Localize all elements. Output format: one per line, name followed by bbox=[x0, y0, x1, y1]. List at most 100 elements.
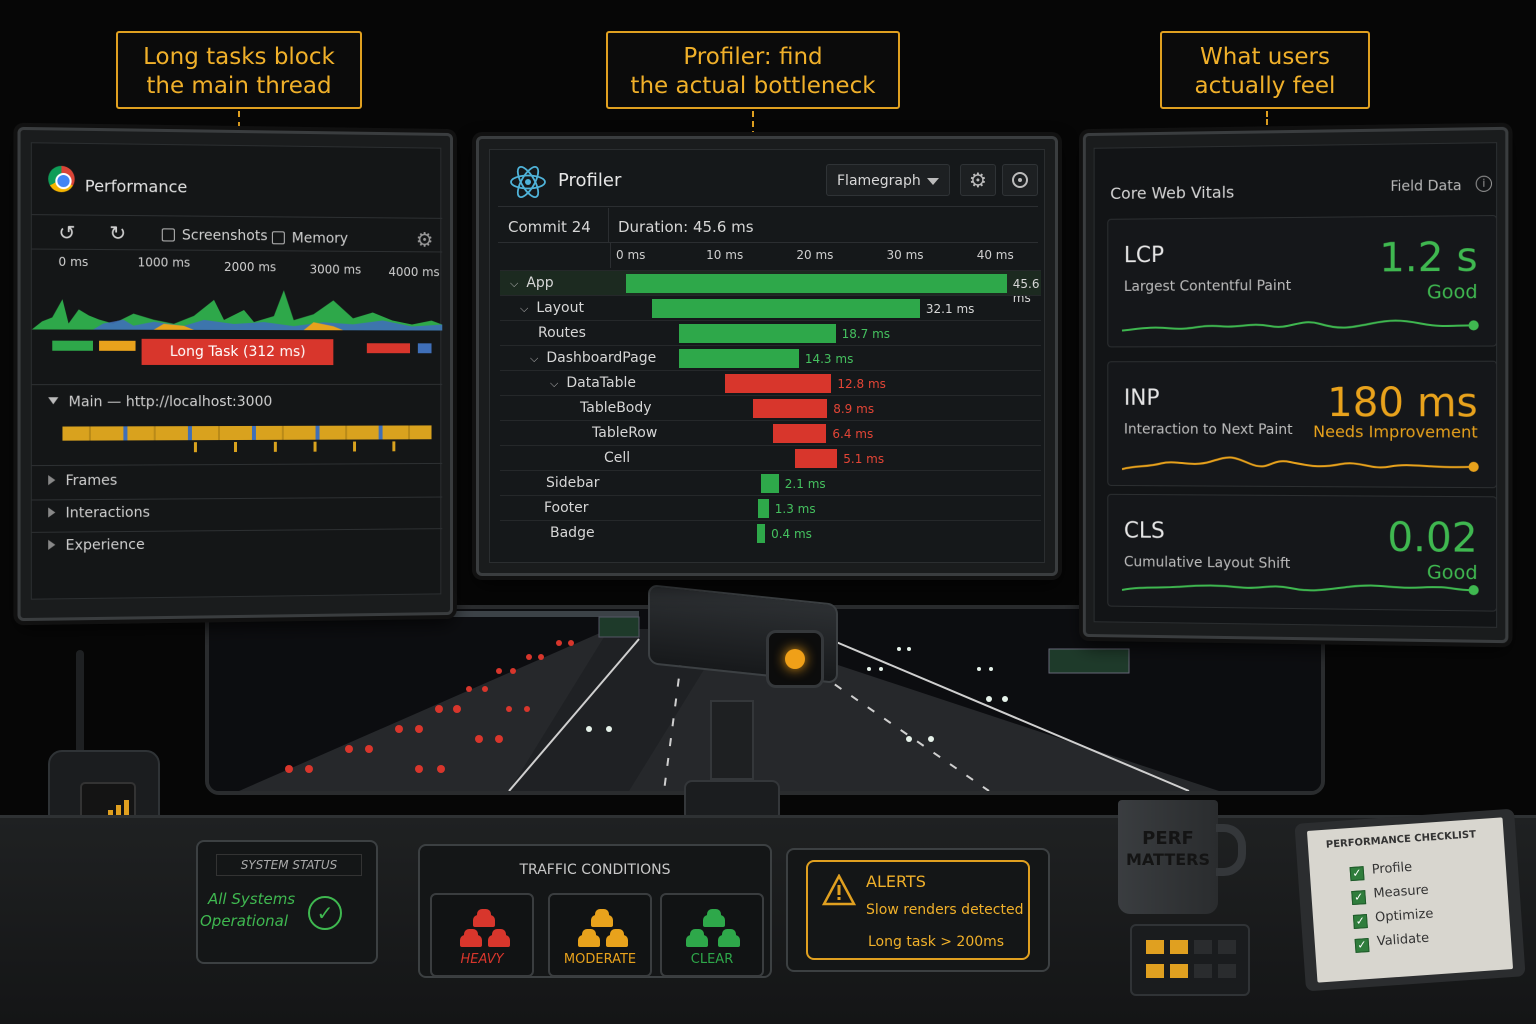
track-label: Experience bbox=[65, 536, 145, 554]
metric-description: Interaction to Next Paint bbox=[1123, 421, 1293, 438]
system-status-title: SYSTEM STATUS bbox=[216, 854, 362, 876]
profiler-row[interactable]: ⌵ DataTable 12.8 ms bbox=[500, 370, 1041, 395]
checklist-item: ✓ Measure bbox=[1351, 883, 1429, 906]
component-name: ⌵ DataTable bbox=[550, 375, 636, 391]
alerts-box: ALERTS Slow renders detected Long task >… bbox=[786, 848, 1050, 972]
field-data-label: Field Data bbox=[1390, 177, 1462, 195]
profiler-row[interactable]: TableRow 6.4 ms bbox=[500, 420, 1041, 445]
flame-bar[interactable] bbox=[679, 349, 799, 368]
car-icon bbox=[460, 929, 482, 947]
checkbox-checked-icon: ✓ bbox=[1349, 866, 1365, 882]
flame-bar[interactable] bbox=[626, 274, 1007, 293]
pad-button[interactable] bbox=[1170, 940, 1188, 954]
record-button[interactable] bbox=[1002, 164, 1038, 196]
summary-blue-segment bbox=[417, 343, 432, 354]
car-icon bbox=[606, 929, 628, 947]
flame-bar[interactable] bbox=[679, 324, 836, 343]
track-label: Frames bbox=[65, 472, 118, 490]
profiler-rows: ⌵ App 45.6 ms ⌵ Layout 32.1 ms Routes 18.7 ms ⌵ D… bbox=[480, 270, 1041, 550]
callout-profiler: Profiler: find the actual bottleneck bbox=[606, 31, 900, 109]
flame-bar[interactable] bbox=[724, 374, 832, 393]
settings-button[interactable]: ⚙ bbox=[960, 164, 996, 196]
react-icon bbox=[510, 166, 546, 198]
check-circle-icon: ✓ bbox=[308, 896, 342, 930]
flame-bar[interactable] bbox=[651, 299, 920, 318]
traffic-title: TRAFFIC CONDITIONS bbox=[519, 862, 671, 878]
memory-checkbox[interactable]: Memory bbox=[271, 230, 349, 247]
component-label: Cell bbox=[604, 450, 631, 466]
reload-icon[interactable]: ↺ bbox=[58, 220, 76, 245]
flame-bar[interactable] bbox=[761, 474, 779, 493]
settings-gear-icon[interactable]: ⚙ bbox=[415, 227, 434, 252]
checklist-label: Optimize bbox=[1374, 906, 1434, 926]
axis-tick: 30 ms bbox=[886, 248, 924, 262]
timeline-tick: 2000 ms bbox=[224, 259, 277, 275]
callout-connector bbox=[752, 111, 754, 137]
flame-bar[interactable] bbox=[772, 424, 827, 443]
duration-value: 32.1 ms bbox=[925, 302, 975, 316]
timeline-tick: 1000 ms bbox=[137, 255, 191, 270]
pad-button[interactable] bbox=[1146, 964, 1164, 978]
component-label: App bbox=[526, 275, 554, 291]
flame-bar[interactable] bbox=[794, 449, 838, 468]
pad-button[interactable] bbox=[1170, 964, 1188, 978]
traffic-label: HEAVY bbox=[460, 952, 504, 967]
track-interactions[interactable]: Interactions bbox=[48, 505, 150, 522]
duration-value: 1.3 ms bbox=[774, 502, 816, 516]
car-icon bbox=[718, 929, 740, 947]
profiler-row[interactable]: Cell 5.1 ms bbox=[500, 445, 1041, 470]
profiler-row[interactable]: TableBody 8.9 ms bbox=[500, 395, 1041, 420]
metric-sparkline bbox=[1122, 453, 1479, 477]
profiler-row[interactable]: ⌵ Layout 32.1 ms bbox=[500, 295, 1041, 320]
flamegraph-select[interactable]: Flamegraph bbox=[826, 164, 950, 196]
component-label: Layout bbox=[536, 300, 584, 316]
profiler-row[interactable]: Sidebar 2.1 ms bbox=[500, 470, 1041, 495]
callout-line: the actual bottleneck bbox=[630, 73, 876, 99]
callout-connector bbox=[1266, 111, 1268, 141]
timeline-tick: 4000 ms bbox=[388, 264, 440, 280]
pad-button[interactable] bbox=[1218, 940, 1236, 954]
metric-sparkline bbox=[1122, 574, 1479, 600]
flame-bar[interactable] bbox=[757, 499, 769, 518]
car-icon bbox=[703, 909, 725, 927]
duration-value: 2.1 ms bbox=[784, 477, 826, 491]
vitals-panel: Core Web Vitals Field Data i LCP Largest … bbox=[1082, 126, 1509, 644]
alert-item: Slow renders detected bbox=[866, 902, 1024, 918]
pad-button[interactable] bbox=[1218, 964, 1236, 978]
pad-button[interactable] bbox=[1194, 964, 1212, 978]
control-console: SYSTEM STATUS All Systems Operational ✓ … bbox=[0, 800, 1536, 1024]
main-thread-track[interactable]: Main — http://localhost:3000 bbox=[48, 394, 272, 410]
button-pad bbox=[1130, 924, 1250, 996]
callout-long-tasks: Long tasks block the main thread bbox=[116, 31, 362, 109]
track-frames[interactable]: Frames bbox=[48, 473, 117, 490]
metric-description: Largest Contentful Paint bbox=[1123, 278, 1292, 295]
screenshots-checkbox[interactable]: Screenshots bbox=[161, 227, 268, 244]
profiler-row[interactable]: Badge 0.4 ms bbox=[500, 520, 1041, 545]
system-status-box: SYSTEM STATUS All Systems Operational ✓ bbox=[196, 840, 378, 964]
pad-button[interactable] bbox=[1194, 940, 1212, 954]
memory-label: Memory bbox=[291, 230, 349, 247]
component-name: Footer bbox=[544, 500, 589, 516]
refresh-icon[interactable]: ↻ bbox=[109, 220, 127, 246]
track-experience[interactable]: Experience bbox=[48, 537, 145, 554]
pad-button[interactable] bbox=[1146, 940, 1164, 954]
component-name: TableBody bbox=[580, 400, 652, 416]
flame-bar[interactable] bbox=[757, 524, 766, 543]
info-icon[interactable]: i bbox=[1475, 175, 1493, 192]
component-label: DataTable bbox=[566, 375, 636, 391]
long-task-bar[interactable]: Long Task (312 ms) bbox=[141, 338, 334, 366]
flame-bar[interactable] bbox=[752, 399, 828, 418]
traffic-conditions-box: TRAFFIC CONDITIONS HEAVY MODERATE CLEAR bbox=[418, 844, 772, 978]
panel-title: Performance bbox=[84, 176, 188, 197]
axis-tick: 40 ms bbox=[976, 248, 1014, 262]
profiler-row[interactable]: ⌵ App 45.6 ms bbox=[500, 270, 1041, 305]
component-name: ⌵ App bbox=[510, 275, 554, 291]
alert-item: Long task > 200ms bbox=[868, 934, 1005, 950]
timeline-tick: 3000 ms bbox=[309, 262, 362, 277]
component-name: Sidebar bbox=[546, 475, 600, 491]
profiler-row[interactable]: Routes 18.7 ms bbox=[500, 320, 1041, 345]
profiler-row[interactable]: ⌵ DashboardPage 14.3 ms bbox=[500, 345, 1041, 370]
axis-tick: 10 ms bbox=[706, 248, 744, 262]
duration-value: 0.4 ms bbox=[771, 527, 812, 541]
profiler-row[interactable]: Footer 1.3 ms bbox=[500, 495, 1041, 520]
